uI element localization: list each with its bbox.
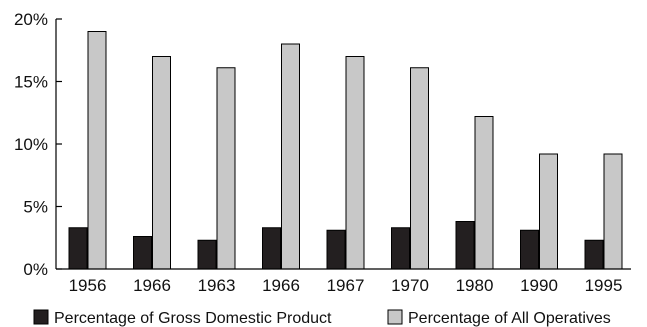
x-tick-label: 1990 [520,276,558,295]
bar-gdp-1966 [262,227,281,270]
bar-operatives-1956 [87,31,107,270]
y-tick-label: 20% [14,10,48,29]
bar-gdp-1970 [391,227,410,270]
bar-operatives-1967 [345,56,365,270]
x-tick-label: 1980 [456,276,494,295]
bar-gdp-1967 [326,229,346,270]
y-tick-label: 10% [14,135,48,154]
x-tick-label: 1995 [585,276,623,295]
legend-swatch [33,309,49,325]
x-tick-label: 1963 [198,276,236,295]
legend-label: Percentage of Gross Domestic Product [54,310,332,327]
legend: Percentage of Gross Domestic Product Perc… [33,309,611,327]
bar-gdp-1995 [584,239,604,270]
y-tick-label: 5% [23,198,48,217]
x-tick-label: 1966 [262,276,300,295]
bar-operatives-1980 [474,116,494,270]
bar-operatives-1966 [281,43,300,270]
legend-label: Percentage of All Operatives [408,310,611,327]
bar-gdp-1990 [520,229,539,270]
y-tick-label: 0% [23,260,48,279]
x-tick-label: 1970 [391,276,429,295]
x-tick-label: 1956 [69,276,107,295]
x-axis: 1956 1966 1963 1966 1967 1970 1980 1990 1995 [56,268,631,295]
y-axis: 0% 5% 10% 15% 20% [14,10,62,279]
legend-swatch [387,309,403,325]
x-tick-label: 1966 [133,276,171,295]
bar-operatives-1963 [216,67,236,270]
bar-operatives-1966 [152,56,171,270]
bar-gdp-1980 [455,221,475,270]
bar-gdp-1966 [133,236,152,270]
x-tick-label: 1967 [327,276,365,295]
bars [68,31,623,270]
y-tick-label: 15% [14,73,48,92]
bar-gdp-1956 [68,227,88,270]
bar-operatives-1990 [539,153,558,270]
bar-operatives-1995 [603,153,623,270]
bar-gdp-1963 [197,239,217,270]
bar-operatives-1970 [410,67,429,270]
